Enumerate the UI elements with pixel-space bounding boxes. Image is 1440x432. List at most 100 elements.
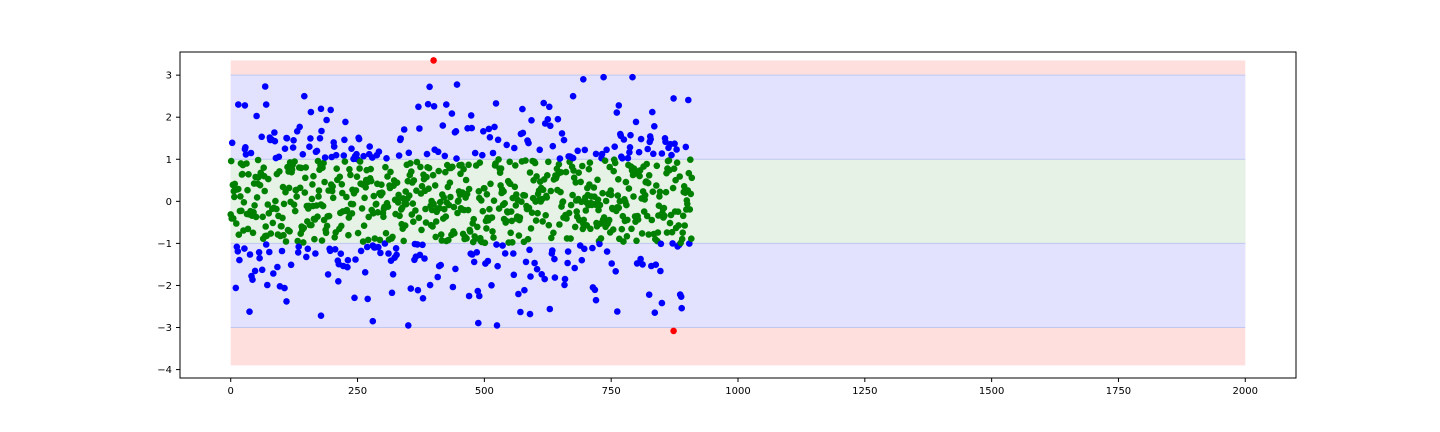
data-point	[548, 234, 555, 242]
data-point	[466, 228, 474, 235]
data-point	[637, 135, 645, 143]
data-point	[545, 221, 553, 229]
data-point	[393, 251, 400, 259]
y-tick-label: −4	[157, 365, 172, 376]
data-point	[479, 207, 487, 215]
data-point	[423, 173, 430, 181]
data-point	[557, 188, 564, 196]
data-point	[669, 184, 677, 192]
data-point	[400, 237, 408, 245]
data-point	[499, 242, 506, 249]
data-point	[565, 209, 573, 217]
data-point	[321, 178, 328, 186]
data-point	[491, 123, 498, 131]
data-point	[402, 200, 410, 208]
data-point	[347, 171, 354, 179]
data-point	[320, 159, 327, 167]
data-point	[508, 217, 516, 225]
data-point	[516, 214, 524, 221]
data-point	[665, 157, 673, 164]
data-point	[574, 147, 581, 155]
data-point	[609, 226, 617, 233]
data-point	[255, 249, 263, 256]
data-point	[406, 192, 413, 199]
data-point	[431, 182, 439, 189]
data-point	[356, 158, 364, 165]
data-point	[235, 231, 243, 238]
data-point	[313, 147, 321, 155]
data-point	[317, 312, 325, 320]
data-point	[460, 165, 467, 173]
data-point	[312, 250, 319, 257]
data-point	[441, 205, 448, 213]
data-point	[484, 257, 492, 265]
data-point	[450, 203, 458, 211]
data-point	[533, 173, 540, 180]
data-point	[559, 198, 567, 205]
data-point	[249, 229, 257, 237]
data-point	[349, 200, 357, 208]
data-point	[645, 291, 653, 299]
data-point	[393, 179, 401, 186]
data-point	[547, 187, 555, 195]
data-point	[244, 225, 252, 233]
data-point	[470, 258, 478, 266]
x-tick-label: 750	[602, 386, 621, 397]
data-point	[608, 260, 615, 267]
data-point	[476, 159, 484, 166]
data-point	[432, 233, 440, 241]
data-point	[685, 96, 692, 104]
data-point	[233, 220, 240, 227]
data-point	[348, 210, 356, 217]
data-point	[385, 250, 392, 257]
data-point	[262, 101, 270, 108]
data-point	[662, 188, 670, 196]
data-point	[637, 255, 644, 263]
data-point	[395, 152, 403, 159]
data-point	[490, 234, 497, 241]
data-point	[582, 207, 590, 214]
data-point	[330, 143, 338, 150]
data-point	[441, 152, 449, 160]
data-point	[375, 148, 383, 155]
data-point	[335, 278, 342, 285]
data-point	[446, 179, 454, 186]
data-point	[258, 266, 266, 274]
data-point	[614, 308, 621, 315]
data-point	[278, 247, 286, 255]
data-point	[607, 191, 615, 199]
data-point	[429, 223, 436, 230]
data-point	[679, 212, 687, 220]
data-point	[430, 103, 438, 110]
data-point	[629, 73, 636, 81]
data-point	[247, 149, 255, 157]
data-point	[340, 152, 348, 159]
x-axis: 0 250 500 750 1000 1250 1500 1750 2000	[228, 378, 1258, 397]
data-point	[492, 100, 500, 107]
data-point	[571, 223, 579, 231]
data-point	[301, 92, 308, 100]
data-point	[364, 236, 372, 244]
data-point	[333, 165, 341, 172]
data-point	[344, 263, 351, 271]
data-point	[426, 83, 433, 91]
data-point	[580, 76, 587, 83]
data-point	[668, 151, 675, 159]
data-point	[323, 222, 331, 230]
data-point	[377, 249, 384, 257]
data-point	[648, 216, 656, 224]
data-point	[383, 155, 390, 162]
data-point	[378, 181, 385, 188]
data-point	[519, 105, 526, 113]
data-point	[448, 110, 456, 117]
data-point	[253, 112, 260, 120]
data-point	[596, 201, 604, 209]
data-point	[668, 228, 676, 236]
data-point	[527, 225, 535, 232]
data-point	[331, 246, 339, 253]
data-point	[527, 273, 534, 280]
data-point	[500, 188, 507, 195]
data-point	[622, 178, 630, 186]
data-point	[525, 204, 533, 212]
data-point	[489, 149, 497, 157]
